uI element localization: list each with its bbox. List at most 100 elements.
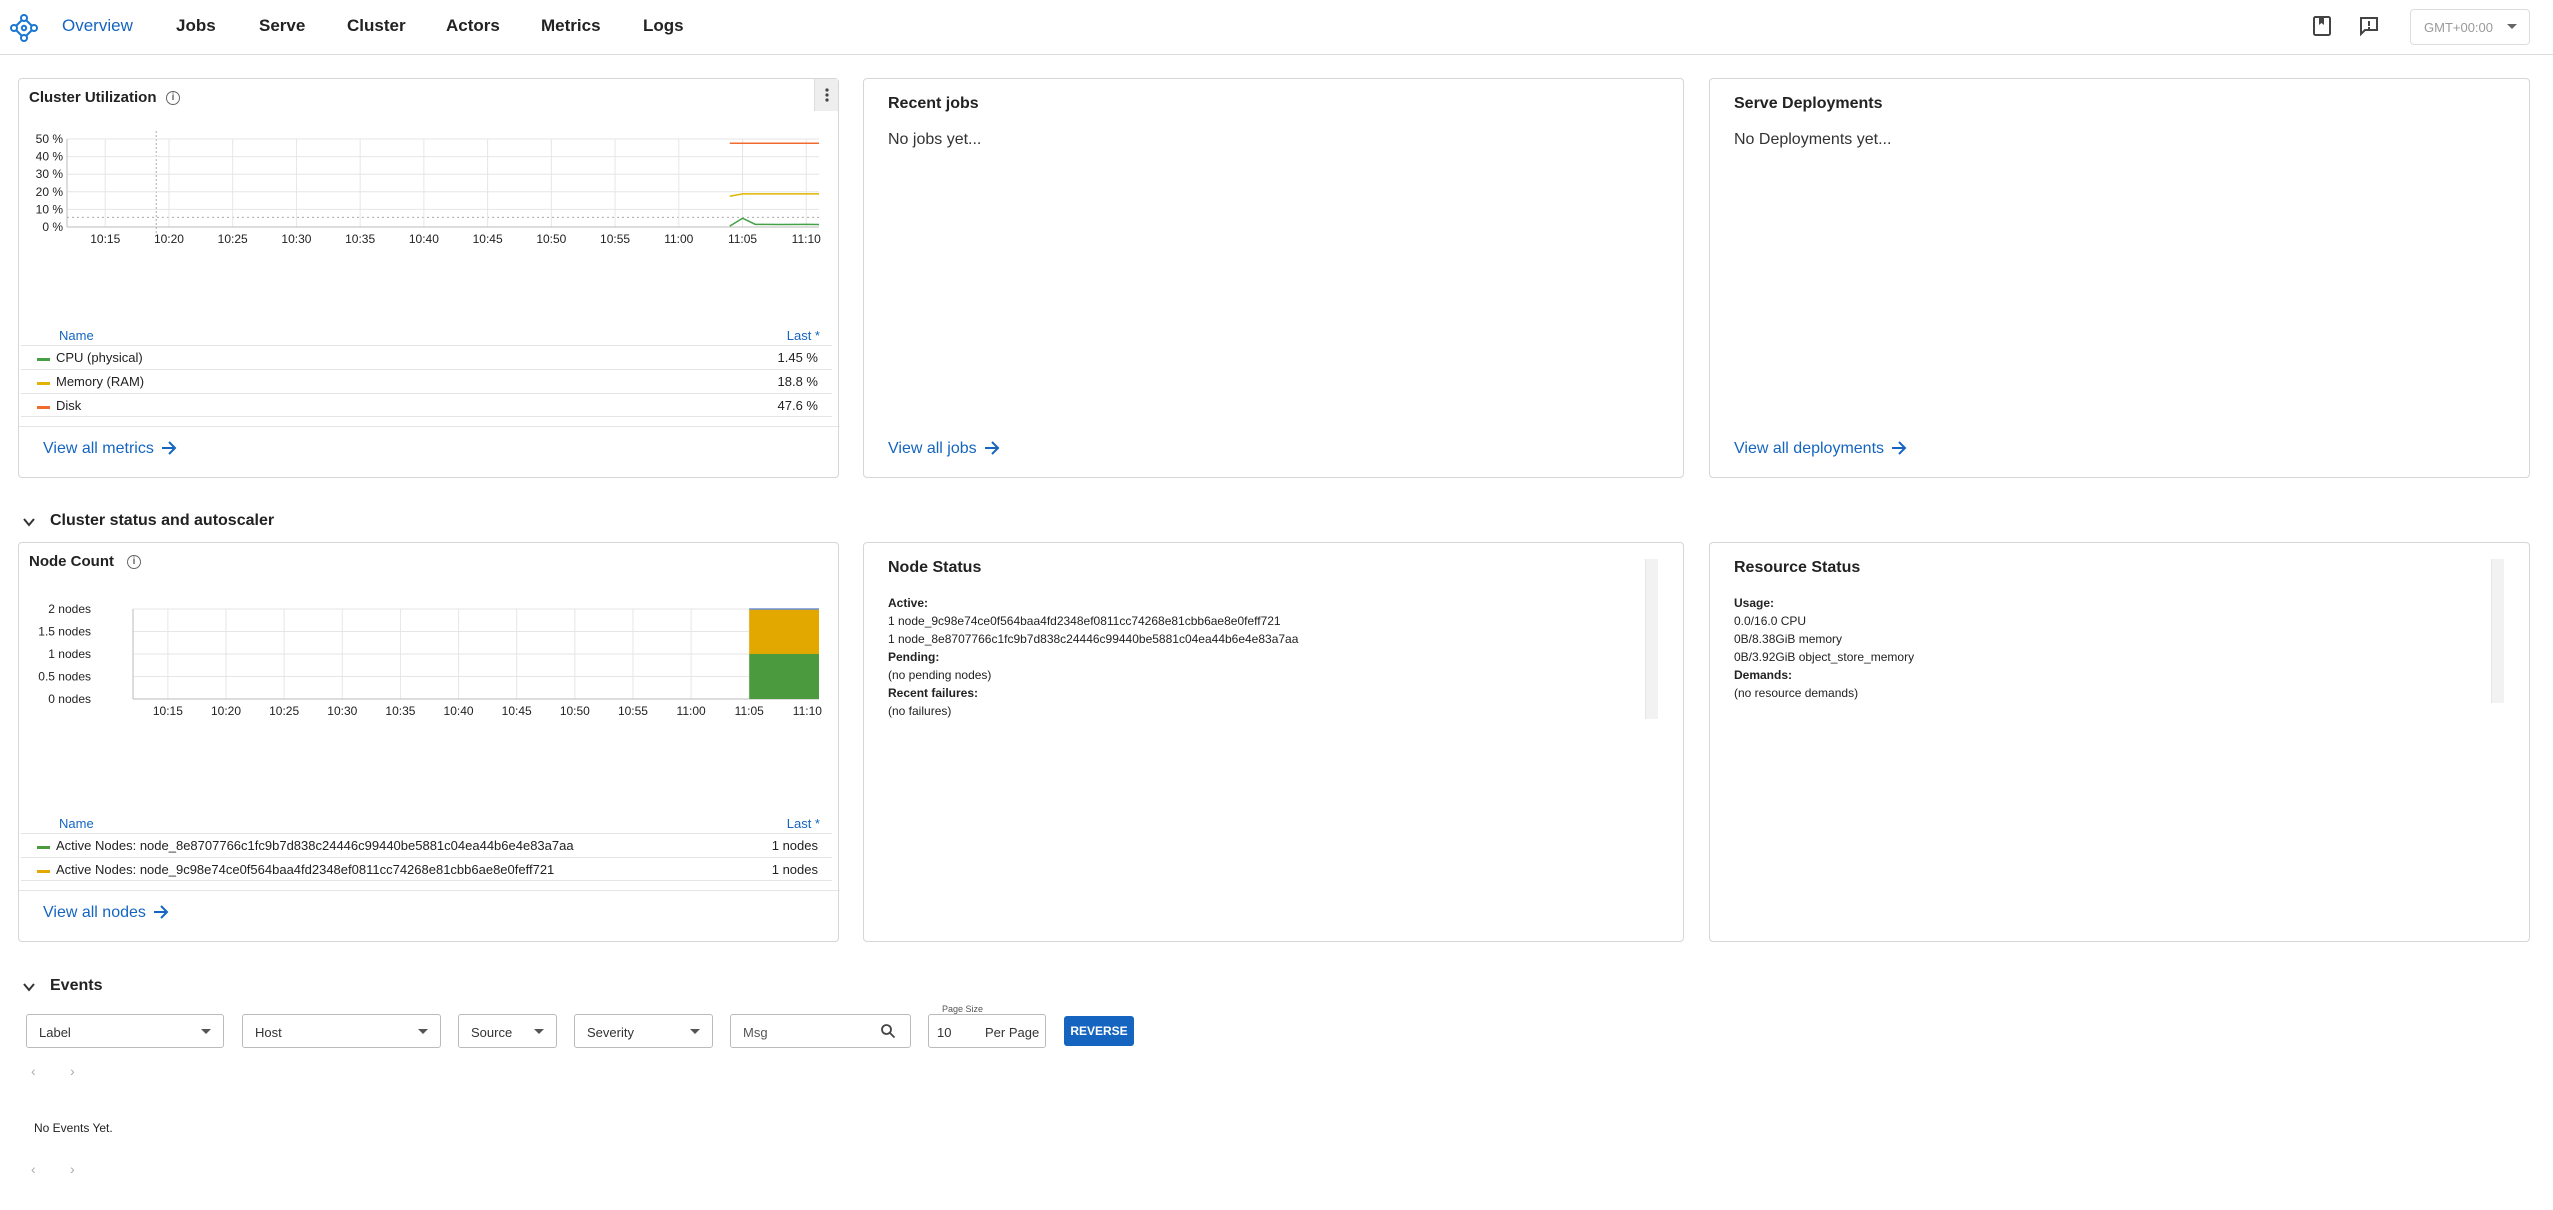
info-icon[interactable]: i (166, 91, 180, 105)
x-tick-label: 10:25 (218, 232, 248, 246)
label-filter-value: Label (39, 1025, 71, 1040)
node-status-title: Node Status (888, 559, 982, 576)
timezone-select[interactable]: GMT+00:00 (2410, 9, 2530, 45)
legend-row-node-1[interactable]: Active Nodes: node_8e8707766c1fc9b7d838c… (21, 833, 832, 857)
tab-serve[interactable]: Serve (259, 16, 306, 35)
reverse-button[interactable]: REVERSE (1064, 1016, 1134, 1046)
panel-menu-button[interactable] (814, 79, 838, 111)
tab-overview[interactable]: Overview (62, 16, 133, 35)
node-count-title: Node Count (29, 553, 114, 570)
legend-swatch (37, 358, 50, 361)
view-all-jobs-link[interactable]: View all jobs (888, 439, 1001, 458)
view-all-jobs-label: View all jobs (888, 440, 977, 457)
x-tick-label: 10:20 (211, 704, 241, 718)
x-tick-label: 11:05 (735, 704, 764, 718)
x-tick-label: 11:10 (792, 232, 821, 246)
next-page-icon[interactable]: › (70, 1161, 75, 1177)
node-status-body: Active: 1 node_9c98e74ce0f564baa4fd2348e… (888, 594, 1298, 720)
recent-jobs-title: Recent jobs (888, 95, 979, 112)
line-series-2 (729, 193, 819, 197)
source-filter-select[interactable]: Source (458, 1014, 557, 1048)
collapse-chevron-icon[interactable] (22, 980, 36, 994)
resource-status-title: Resource Status (1734, 559, 1861, 576)
msg-placeholder: Msg (743, 1025, 768, 1040)
line-series-1 (729, 217, 820, 227)
usage-row: 0B/3.92GiB object_store_memory (1734, 650, 1915, 664)
msg-search-input[interactable]: Msg (730, 1014, 911, 1048)
label-filter-select[interactable]: Label (26, 1014, 224, 1048)
y-tick-label: 0.5 nodes (38, 670, 91, 684)
tab-cluster[interactable]: Cluster (347, 16, 406, 35)
view-all-metrics-link[interactable]: View all metrics (43, 439, 178, 458)
chevron-down-icon (690, 1029, 700, 1034)
x-tick-label: 10:50 (560, 704, 590, 718)
host-filter-select[interactable]: Host (242, 1014, 441, 1048)
y-tick-label: 20 % (36, 185, 64, 199)
legend-value: 18.8 % (777, 374, 818, 389)
node-count-chart[interactable]: 0 nodes 0.5 nodes 1 nodes 1.5 nodes 2 nodes 1… (19, 595, 840, 745)
per-page-label: Per Page (985, 1025, 1040, 1040)
ray-logo-icon[interactable] (8, 12, 40, 44)
legend-row-cpu[interactable]: CPU (physical) 1.45 % (21, 345, 832, 369)
prev-page-icon[interactable]: ‹ (31, 1161, 36, 1177)
legend-label: Memory (RAM) (56, 374, 145, 389)
y-tick-label: 1 nodes (48, 647, 91, 661)
legend-value: 1 nodes (771, 838, 818, 853)
legend-name-header: Name (59, 816, 94, 831)
scrollbar[interactable] (2491, 559, 2504, 703)
recent-jobs-card: Recent jobs No jobs yet... View all jobs (863, 78, 1684, 478)
x-tick-label: 11:10 (793, 704, 822, 718)
legend-label: Disk (56, 398, 82, 413)
info-icon[interactable]: i (127, 555, 141, 569)
chevron-down-icon (534, 1029, 544, 1034)
legend-swatch (37, 846, 50, 849)
legend-last-header: Last * (786, 328, 820, 343)
cluster-utilization-chart[interactable]: 0 % 10 % 20 % 30 % 40 % 50 % 10:15 10:20 10:25 10… (19, 123, 840, 253)
serve-deployments-card: Serve Deployments No Deployments yet... … (1709, 78, 2530, 478)
page-size-value: 10 (937, 1025, 952, 1040)
scrollbar[interactable] (1645, 559, 1658, 719)
collapse-chevron-icon[interactable] (22, 515, 36, 529)
legend-name-header: Name (59, 328, 94, 343)
next-page-icon[interactable]: › (70, 1063, 75, 1079)
serve-deployments-empty: No Deployments yet... (1734, 131, 1892, 148)
legend-row-node-2[interactable]: Active Nodes: node_9c98e74ce0f564baa4fd2… (21, 857, 832, 881)
failures-label: Recent failures: (888, 686, 979, 700)
page-size-input[interactable]: 10 Per Page (928, 1014, 1046, 1048)
arrow-right-icon (984, 441, 1000, 455)
x-tick-label: 10:15 (90, 232, 120, 246)
view-all-deployments-link[interactable]: View all deployments (1734, 439, 1908, 458)
view-all-nodes-link[interactable]: View all nodes (43, 903, 170, 922)
source-filter-value: Source (471, 1025, 513, 1040)
legend-row-memory[interactable]: Memory (RAM) 18.8 % (21, 369, 832, 393)
events-section-title[interactable]: Events (50, 977, 103, 994)
x-tick-label: 10:25 (269, 704, 299, 718)
tab-jobs[interactable]: Jobs (176, 16, 216, 35)
area-series-2 (749, 609, 819, 654)
x-tick-label: 10:45 (473, 232, 503, 246)
x-tick-label: 10:35 (385, 704, 415, 718)
legend-row-disk[interactable]: Disk 47.6 % (21, 393, 832, 417)
arrow-right-icon (153, 905, 169, 919)
x-tick-label: 10:20 (154, 232, 184, 246)
x-tick-label: 10:30 (327, 704, 357, 718)
view-all-deployments-label: View all deployments (1734, 440, 1885, 457)
node-count-card: Node Count i 0 nodes 0.5 nodes 1 nodes 1.5 … (18, 542, 840, 942)
severity-filter-select[interactable]: Severity (574, 1014, 713, 1048)
prev-page-icon[interactable]: ‹ (31, 1063, 36, 1079)
y-tick-label: 1.5 nodes (38, 625, 91, 639)
docs-book-icon[interactable] (2311, 15, 2333, 37)
cluster-status-section-title[interactable]: Cluster status and autoscaler (50, 512, 275, 529)
serve-deployments-title: Serve Deployments (1734, 95, 1883, 112)
tab-logs[interactable]: Logs (643, 16, 684, 35)
tab-metrics[interactable]: Metrics (541, 16, 601, 35)
x-tick-label: 10:55 (618, 704, 648, 718)
legend-label: Active Nodes: node_8e8707766c1fc9b7d838c… (56, 838, 574, 853)
top-nav: Overview Jobs Serve Cluster Actors Metri… (0, 0, 2553, 55)
tab-actors[interactable]: Actors (446, 16, 500, 35)
feedback-icon[interactable] (2358, 15, 2380, 37)
active-label: Active: (888, 596, 929, 610)
search-icon (881, 1024, 896, 1039)
usage-row: 0B/8.38GiB memory (1734, 632, 1843, 646)
legend-swatch (37, 382, 50, 385)
